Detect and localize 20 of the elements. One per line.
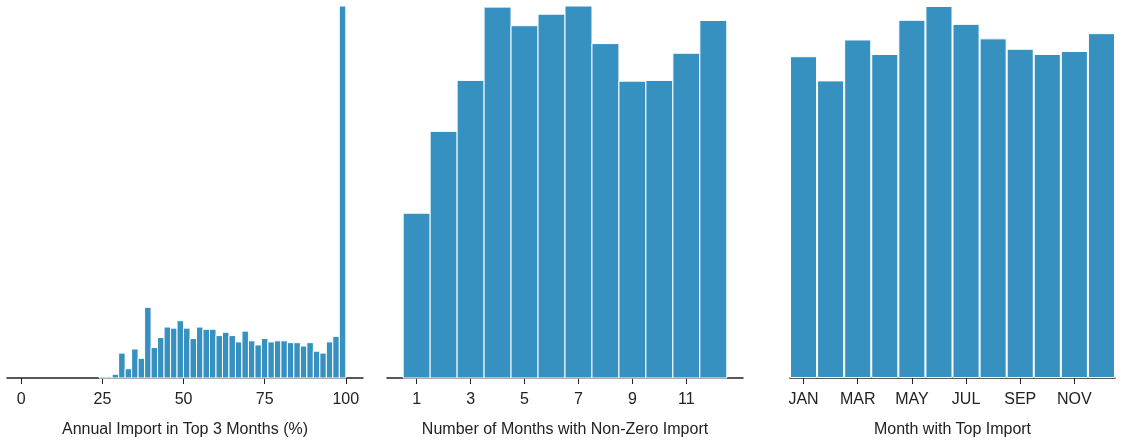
x-tick-label: MAR bbox=[839, 389, 876, 407]
x-tick-label: 1 bbox=[412, 389, 422, 407]
x-tick-label: 25 bbox=[93, 389, 112, 407]
x-tick-label: JUL bbox=[951, 389, 981, 407]
x-tick-label: 9 bbox=[627, 389, 637, 407]
x-axis-title: Annual Import in Top 3 Months (%) bbox=[61, 419, 309, 437]
x-tick-label: MAY bbox=[895, 389, 929, 407]
x-axis-title: Month with Top Import bbox=[873, 419, 1032, 437]
x-tick-label: 5 bbox=[520, 389, 530, 407]
x-tick-label: 11 bbox=[678, 389, 695, 407]
x-tick-label: 3 bbox=[466, 389, 476, 407]
x-tick-label: JAN bbox=[788, 389, 819, 407]
x-tick-label: 100 bbox=[332, 389, 360, 407]
x-tick-label: NOV bbox=[1057, 389, 1093, 407]
x-tick-label: SEP bbox=[1004, 389, 1037, 407]
x-axis-title: Number of Months with Non-Zero Import bbox=[421, 419, 709, 437]
x-tick-label: 7 bbox=[574, 389, 584, 407]
x-tick-label: 50 bbox=[174, 389, 193, 407]
x-tick-label: 0 bbox=[16, 389, 26, 407]
x-tick-label: 75 bbox=[255, 389, 274, 407]
